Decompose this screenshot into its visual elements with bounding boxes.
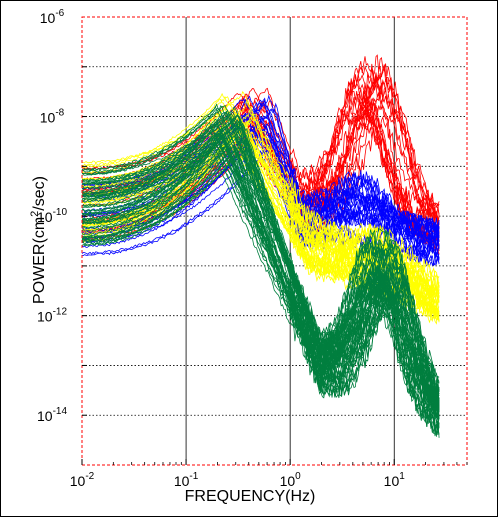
plot-border [81, 16, 468, 466]
y-axis-label: POWER(cm2/sec) [29, 176, 48, 304]
y-tick-label: 10-8 [40, 108, 65, 126]
spectrum-line-yellow [81, 96, 440, 288]
spectrum-line-green [81, 124, 440, 416]
x-tick-label: 100 [280, 471, 302, 489]
spectrum-line-green [81, 123, 440, 407]
spectrum-line-green [81, 103, 440, 398]
x-axis-label: FREQUENCY(Hz) [185, 488, 316, 505]
x-tick-label: 10-1 [174, 471, 199, 489]
spectrum-line-green [81, 117, 440, 400]
spectrum-line-green [81, 145, 440, 433]
tick-marks [81, 66, 468, 465]
x-tick-label: 101 [384, 471, 406, 489]
spectrum-line-green [81, 145, 440, 435]
spectral-curves [81, 54, 440, 438]
spectrum-line-green [81, 120, 440, 414]
x-tick-labels: 10-2 10-1 100 101 [70, 471, 405, 489]
spectrum-line-green [81, 132, 440, 417]
y-tick-label: 10-10 [37, 207, 67, 225]
spectrum-line-green [81, 115, 440, 413]
x-tick-label: 10-2 [70, 471, 95, 489]
spectrum-line-green [82, 119, 440, 407]
spectrum-line-green [81, 110, 440, 392]
spectrum-line-green [81, 118, 440, 406]
y-tick-label: 10-6 [40, 8, 65, 26]
y-tick-label: 10-12 [37, 307, 67, 325]
spectrum-line-green [81, 121, 440, 413]
spectrum-line-blue [81, 129, 440, 263]
y-tick-label: 10-14 [37, 406, 67, 424]
y-tick-labels: 10-14 10-12 10-10 10-8 10-6 [37, 8, 67, 424]
